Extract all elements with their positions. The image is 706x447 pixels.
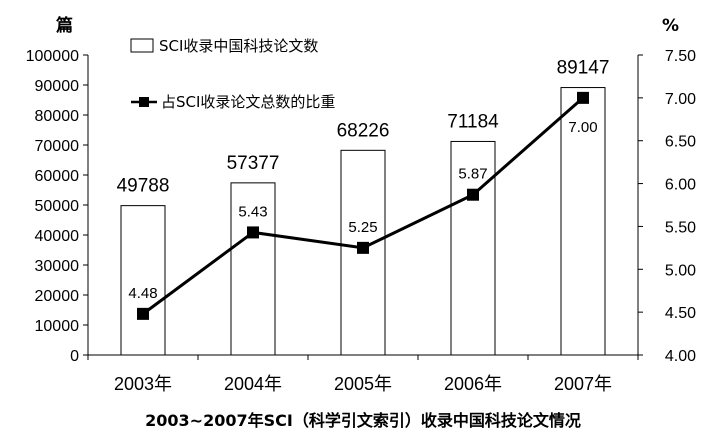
right-tick-label: 7.50 <box>665 48 696 65</box>
bar-value-labels: 49788 57377 68226 71184 89147 <box>117 58 610 197</box>
line-point <box>467 188 479 201</box>
line-point <box>137 307 149 320</box>
bar <box>560 87 606 356</box>
line-value-label: 4.48 <box>128 285 157 302</box>
line-point <box>247 226 259 239</box>
left-unit-label: 篇 <box>55 15 73 36</box>
x-category-label: 2007年 <box>554 374 612 394</box>
bar-value-label: 71184 <box>447 111 499 132</box>
left-axis-ticks: 0 10000 20000 30000 40000 50000 60000 70000 8000… <box>26 48 88 365</box>
x-category-label: 2005年 <box>334 374 392 394</box>
chart-title: 2003~2007年SCI（科学引文索引）收录中国科技论文情况 <box>145 411 581 430</box>
line-value-label: 7.00 <box>568 119 597 136</box>
bar-series <box>120 87 606 356</box>
line-value-label: 5.43 <box>238 203 267 220</box>
left-tick-label: 0 <box>70 348 79 365</box>
right-tick-label: 4.50 <box>665 305 696 322</box>
legend-bar-swatch <box>130 38 154 53</box>
right-tick-label: 5.50 <box>665 219 696 236</box>
right-axis-ticks: 4.00 4.50 5.00 5.50 6.00 6.50 7.00 7.50 <box>638 48 696 365</box>
right-tick-label: 5.00 <box>665 262 696 279</box>
line-value-labels: 4.48 5.43 5.25 5.87 7.00 <box>128 119 597 302</box>
right-tick-label: 7.00 <box>665 91 696 108</box>
x-category-label: 2004年 <box>224 374 282 394</box>
right-tick-label: 6.00 <box>665 177 696 194</box>
left-tick-label: 10000 <box>35 318 80 335</box>
legend: SCI收录中国科技论文数 占SCI收录论文总数的比重 <box>130 37 335 111</box>
left-tick-label: 50000 <box>35 198 80 215</box>
bar-value-label: 57377 <box>227 153 280 174</box>
left-tick-label: 30000 <box>35 258 80 275</box>
x-category-label: 2003年 <box>114 374 172 394</box>
bar <box>120 205 166 356</box>
left-tick-label: 40000 <box>35 228 80 245</box>
left-tick-label: 20000 <box>35 288 80 305</box>
left-tick-label: 60000 <box>35 168 80 185</box>
bar <box>450 140 496 356</box>
right-tick-label: 4.00 <box>665 348 696 365</box>
x-category-label: 2006年 <box>444 374 502 394</box>
x-axis-ticks: 2003年 2004年 2005年 2006年 2007年 <box>87 355 639 394</box>
line-value-label: 5.87 <box>458 166 487 183</box>
line-value-label: 5.25 <box>348 219 377 236</box>
left-tick-label: 80000 <box>35 108 80 125</box>
right-tick-label: 6.50 <box>665 134 696 151</box>
left-tick-label: 100000 <box>26 48 79 65</box>
bar <box>230 182 276 356</box>
line-series <box>137 91 589 320</box>
bar-value-label: 68226 <box>337 120 390 141</box>
left-tick-label: 90000 <box>35 78 80 95</box>
legend-line-label: 占SCI收录论文总数的比重 <box>161 93 335 111</box>
bar-value-label: 49788 <box>117 176 170 197</box>
legend-line-marker <box>139 97 149 107</box>
line-point <box>577 91 589 104</box>
line-point <box>357 241 369 254</box>
right-unit-label: % <box>662 16 679 36</box>
left-tick-label: 70000 <box>35 138 80 155</box>
legend-bar-label: SCI收录中国科技论文数 <box>159 37 318 55</box>
bar-value-label: 89147 <box>557 58 610 79</box>
